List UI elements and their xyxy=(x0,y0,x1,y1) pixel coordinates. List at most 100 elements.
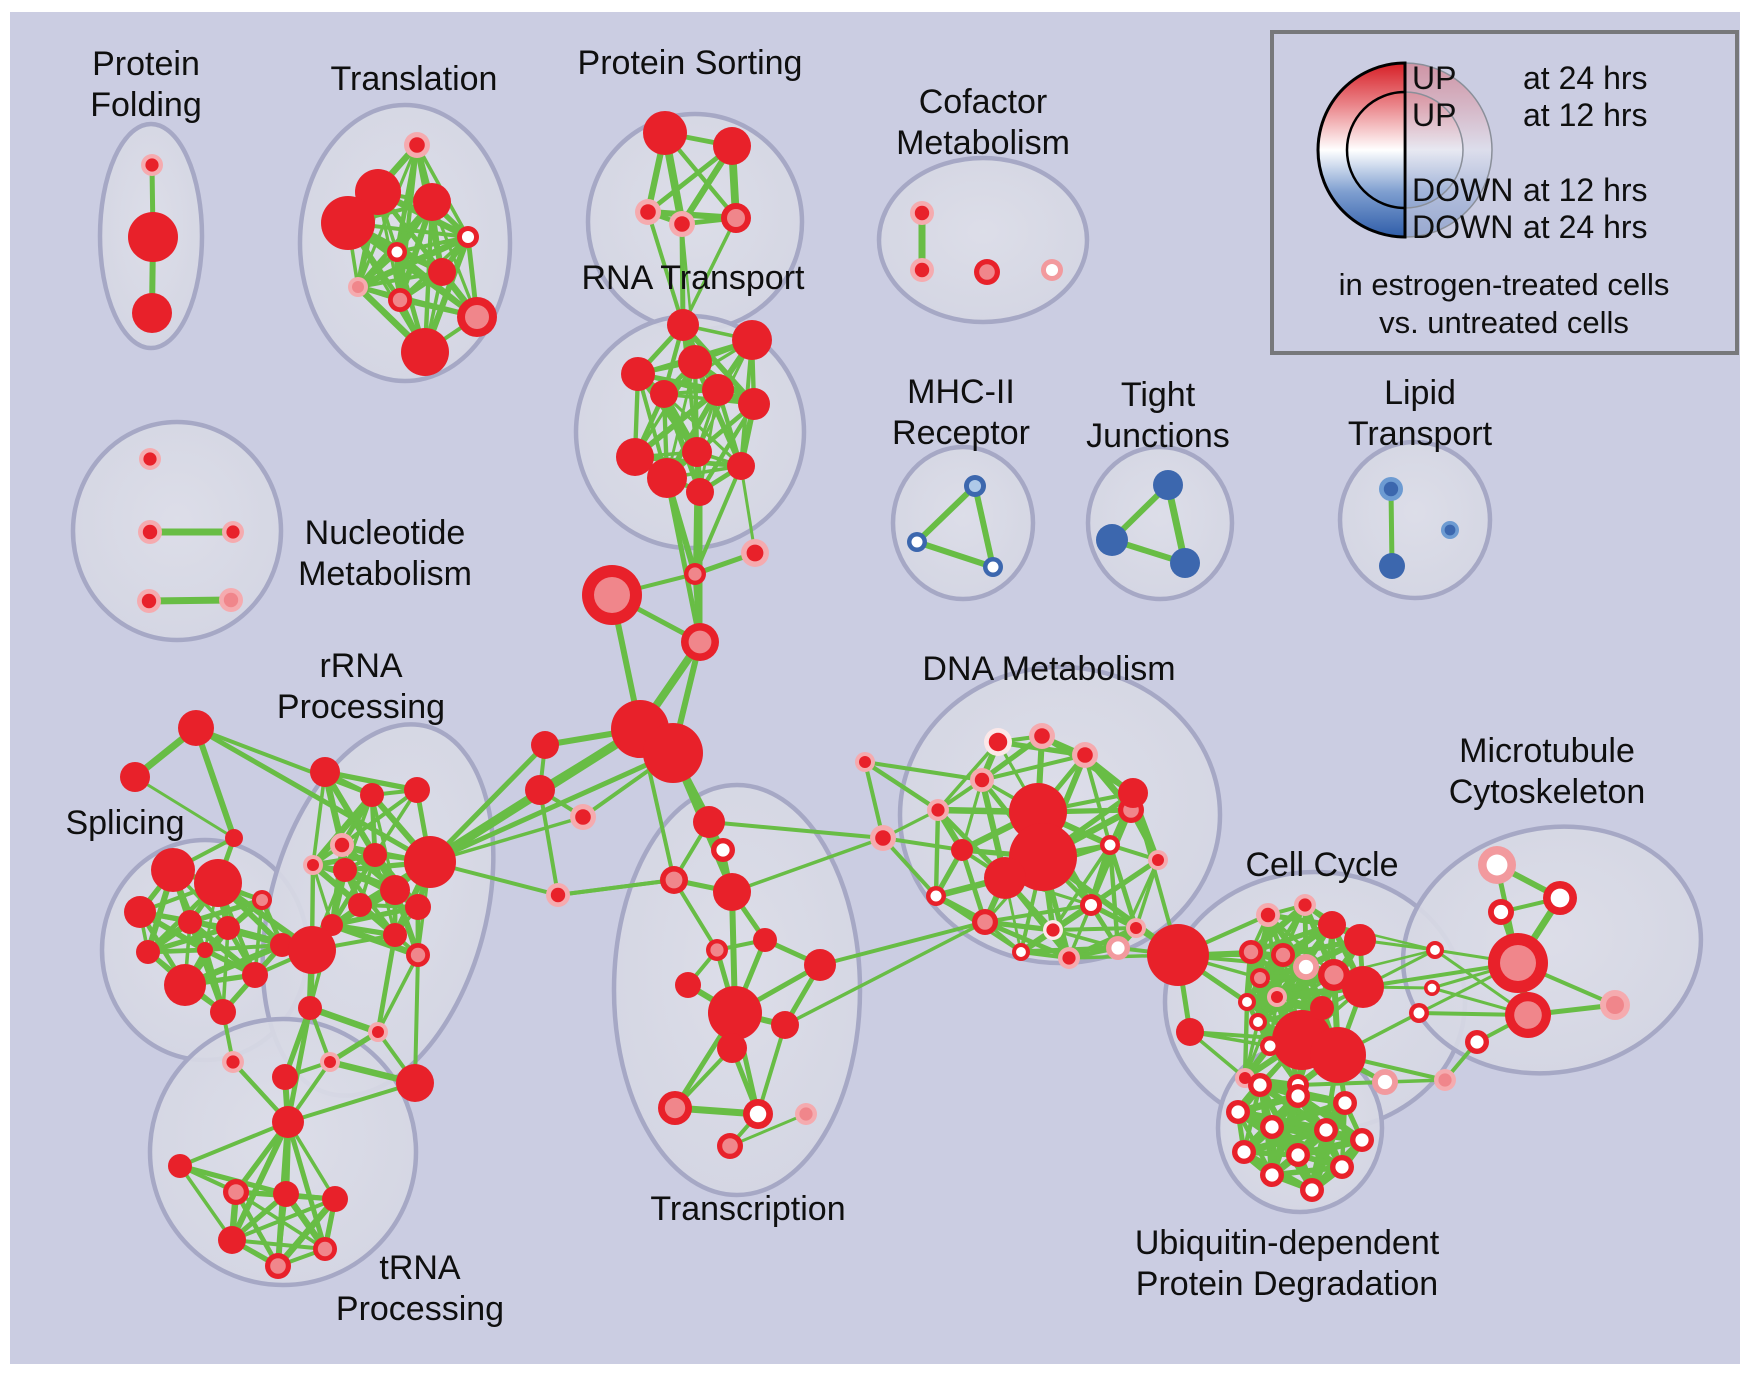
gene-node-core xyxy=(1298,898,1312,912)
edge xyxy=(680,322,757,407)
gene-node-core xyxy=(1243,944,1259,960)
edge xyxy=(556,878,676,897)
gene-node-core xyxy=(977,914,993,930)
gene-node-rr-13 xyxy=(383,923,407,947)
legend-updown-glyph xyxy=(1404,91,1464,209)
edge xyxy=(145,596,235,605)
gene-node-tn-3 xyxy=(273,1181,299,1207)
gene-node-sp-0 xyxy=(151,848,195,892)
gene-node-core xyxy=(1275,947,1291,963)
gene-node-fr-4 xyxy=(531,731,559,759)
gene-node-fr-10 xyxy=(120,762,150,792)
gene-node-core xyxy=(974,772,990,788)
gene-node-rr-7 xyxy=(404,836,456,888)
gene-node-core xyxy=(141,593,157,609)
gene-node-core xyxy=(674,216,690,232)
edge xyxy=(728,1112,808,1148)
gene-node-rr-12 xyxy=(288,926,336,974)
legend-caption: in estrogen-treated cells xyxy=(1339,267,1670,302)
edge xyxy=(1240,1126,1330,1156)
gene-node-core xyxy=(1152,854,1164,866)
gene-node-core xyxy=(334,837,350,853)
gene-node-rr-10 xyxy=(348,893,372,917)
cluster-label-tj: Tight xyxy=(1121,376,1196,414)
gene-node-core xyxy=(1383,481,1399,497)
gene-node-rr-15 xyxy=(298,996,322,1020)
edge xyxy=(679,221,686,328)
gene-node-sp-8 xyxy=(210,999,236,1025)
gene-node-tl-10 xyxy=(401,328,449,376)
gene-node-tx-7 xyxy=(675,972,701,998)
cluster-label-nm: Metabolism xyxy=(298,555,472,593)
edge xyxy=(376,953,420,1034)
gene-node-core xyxy=(749,1105,767,1123)
gene-node-core xyxy=(1271,991,1283,1003)
edge xyxy=(1066,925,1139,961)
cluster-label-sp: Splicing xyxy=(65,804,184,842)
cluster-label-ub: Ubiquitin-dependent xyxy=(1135,1224,1440,1262)
gene-node-rr-9 xyxy=(405,894,431,920)
edge xyxy=(783,920,987,1027)
gene-node-core xyxy=(1291,1148,1305,1162)
gene-node-rr-8 xyxy=(380,875,410,905)
cluster-ellipse-tj xyxy=(1085,444,1235,602)
edge xyxy=(863,760,885,840)
gene-node-rt-2 xyxy=(621,357,655,391)
gene-node-core xyxy=(226,1055,240,1069)
gene-node-core xyxy=(324,1056,336,1068)
cluster-label-mh: Receptor xyxy=(892,414,1030,452)
gene-node-rr-19 xyxy=(396,1064,434,1102)
gene-node-core xyxy=(1427,983,1437,993)
gene-node-core xyxy=(1430,945,1440,955)
gene-node-core xyxy=(1438,1073,1452,1087)
gene-node-core xyxy=(391,246,403,258)
edge xyxy=(681,216,738,327)
gene-node-sp-1 xyxy=(194,859,242,907)
gene-node-rr-6 xyxy=(363,843,387,867)
gene-node-core xyxy=(1265,1120,1279,1134)
gene-node-cc-2 xyxy=(1318,911,1346,939)
cluster-label-mt: Microtubule xyxy=(1459,732,1635,770)
gene-node-dm-6 xyxy=(1118,778,1148,808)
edge xyxy=(285,1119,328,1252)
legend-direction-label: DOWN xyxy=(1412,172,1513,208)
edge xyxy=(914,539,996,570)
cluster-label-lt: Transport xyxy=(1348,415,1493,453)
gene-node-core xyxy=(1130,922,1142,934)
gene-node-core xyxy=(1260,907,1276,923)
gene-node-core xyxy=(1231,1105,1245,1119)
cluster-label-cc: Cell Cycle xyxy=(1245,846,1398,884)
gene-node-core xyxy=(1355,1133,1369,1147)
cluster-label-rt: RNA Transport xyxy=(582,259,806,297)
gene-node-rt-7 xyxy=(616,438,654,476)
gene-node-pf-1 xyxy=(128,212,178,262)
gene-node-tn-1 xyxy=(168,1154,192,1178)
gene-node-tj-0 xyxy=(1153,470,1183,500)
gene-node-core xyxy=(727,209,745,227)
gene-node-ps-0 xyxy=(643,111,687,155)
gene-node-rt-10 xyxy=(647,458,687,498)
legend-direction-label: DOWN xyxy=(1412,209,1513,245)
gene-node-lt-1 xyxy=(1379,553,1405,579)
gene-node-core xyxy=(550,887,566,903)
edge xyxy=(329,852,378,928)
edge xyxy=(664,475,703,645)
edge xyxy=(756,1023,787,1116)
gene-node-core xyxy=(930,890,942,902)
legend-direction-label: UP xyxy=(1412,60,1456,96)
gene-node-core xyxy=(1335,1160,1349,1174)
gene-node-core xyxy=(722,1138,738,1154)
gene-node-core xyxy=(392,292,408,308)
gene-node-tx-0 xyxy=(693,806,725,838)
gene-node-core xyxy=(1016,947,1026,957)
cluster-label-rr: rRNA xyxy=(319,647,402,685)
cluster-label-rr: Processing xyxy=(277,688,445,726)
edge xyxy=(309,791,376,869)
edge xyxy=(274,1195,339,1270)
gene-node-rt-1 xyxy=(732,320,772,360)
gene-node-tj-2 xyxy=(1170,548,1200,578)
gene-node-dm-8 xyxy=(1009,823,1077,891)
gene-node-tl-3 xyxy=(321,196,375,250)
cluster-label-ub: Protein Degradation xyxy=(1136,1265,1438,1303)
gene-node-core xyxy=(710,943,724,957)
